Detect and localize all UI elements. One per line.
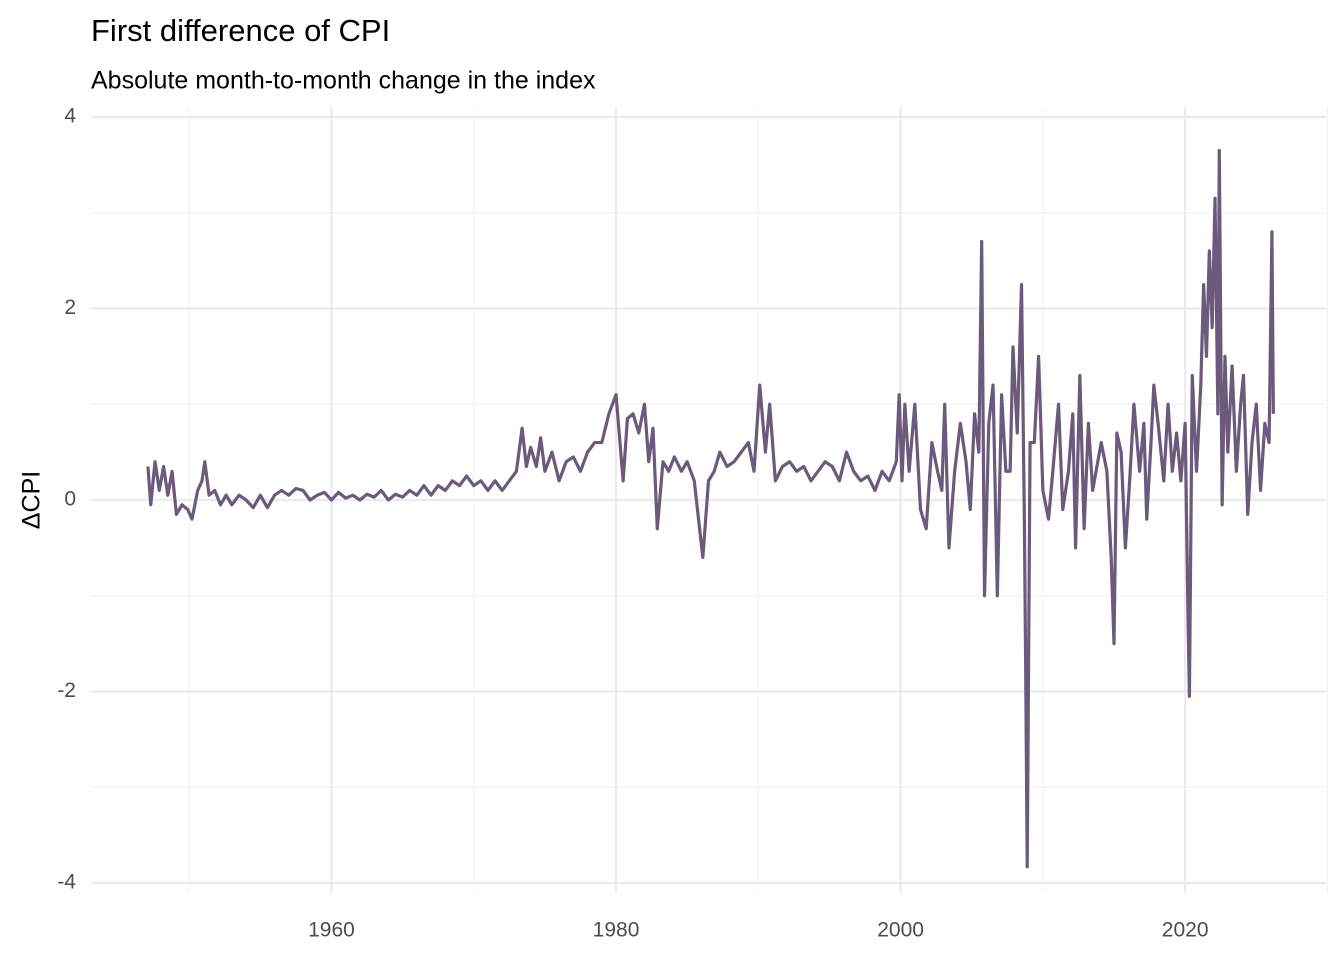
x-tick-label: 2020 [1162,919,1209,942]
x-tick-label: 1960 [308,919,355,942]
y-tick-label: 4 [64,105,76,128]
y-tick-label: -4 [57,871,76,894]
y-axis-label: ΔCPI [18,471,46,529]
grid [91,107,1328,893]
x-tick-label: 1980 [593,919,640,942]
y-tick-label: 2 [64,296,76,319]
y-tick-label: 0 [64,488,76,511]
y-tick-label: -2 [57,679,76,702]
plot-area [146,148,1275,869]
chart-title: First difference of CPI [91,13,390,48]
chart-subtitle: Absolute month-to-month change in the in… [91,67,596,95]
data-line [146,148,1275,869]
x-tick-label: 2000 [877,919,924,942]
